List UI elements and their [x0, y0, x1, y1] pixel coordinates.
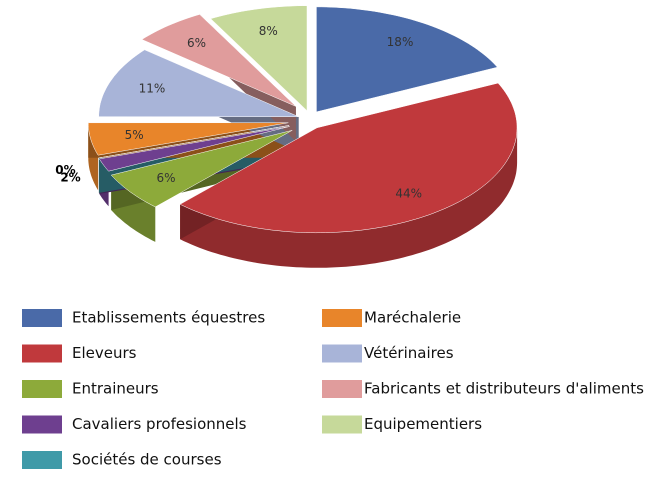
value-label: 2% — [60, 171, 80, 185]
value-label: 0% — [55, 163, 75, 177]
legend-label: Fabricants et distributeurs d'aliments — [364, 380, 644, 398]
slice — [141, 14, 297, 107]
legend-swatch — [322, 309, 362, 327]
slice — [179, 82, 518, 234]
slice — [98, 49, 299, 117]
value-label: 44% — [395, 187, 422, 201]
slice — [110, 130, 293, 208]
legend-label: Eleveurs — [72, 344, 137, 362]
legend-swatch — [22, 380, 62, 398]
value-label: 5% — [125, 128, 144, 142]
value-label: 6% — [187, 36, 206, 50]
slice-side — [180, 127, 518, 268]
legend-swatch — [22, 451, 62, 469]
value-label: 18% — [387, 35, 414, 49]
value-label: 6% — [156, 171, 175, 185]
slice — [316, 6, 498, 113]
slice — [98, 126, 290, 172]
legend-label: Entraineurs — [72, 380, 159, 398]
legend-swatch — [22, 344, 62, 363]
legend-swatch — [22, 415, 62, 434]
slice — [88, 122, 289, 156]
legend-swatch — [22, 309, 62, 327]
value-label: 11% — [139, 82, 166, 96]
legend-swatch — [322, 344, 362, 363]
legend-label: Maréchalerie — [364, 309, 461, 327]
slice — [210, 5, 308, 112]
legend-label: Sociétés de courses — [72, 451, 222, 469]
slice — [98, 125, 290, 159]
legend-swatch — [322, 380, 362, 398]
legend-label: Cavaliers profesionnels — [72, 415, 247, 433]
legend-label: Vétérinaires — [364, 344, 454, 362]
legend-label: Equipementiers — [364, 415, 482, 433]
legend-label: Etablissements équestres — [72, 309, 265, 327]
legend-swatch — [322, 415, 362, 434]
value-label: 8% — [259, 24, 278, 38]
